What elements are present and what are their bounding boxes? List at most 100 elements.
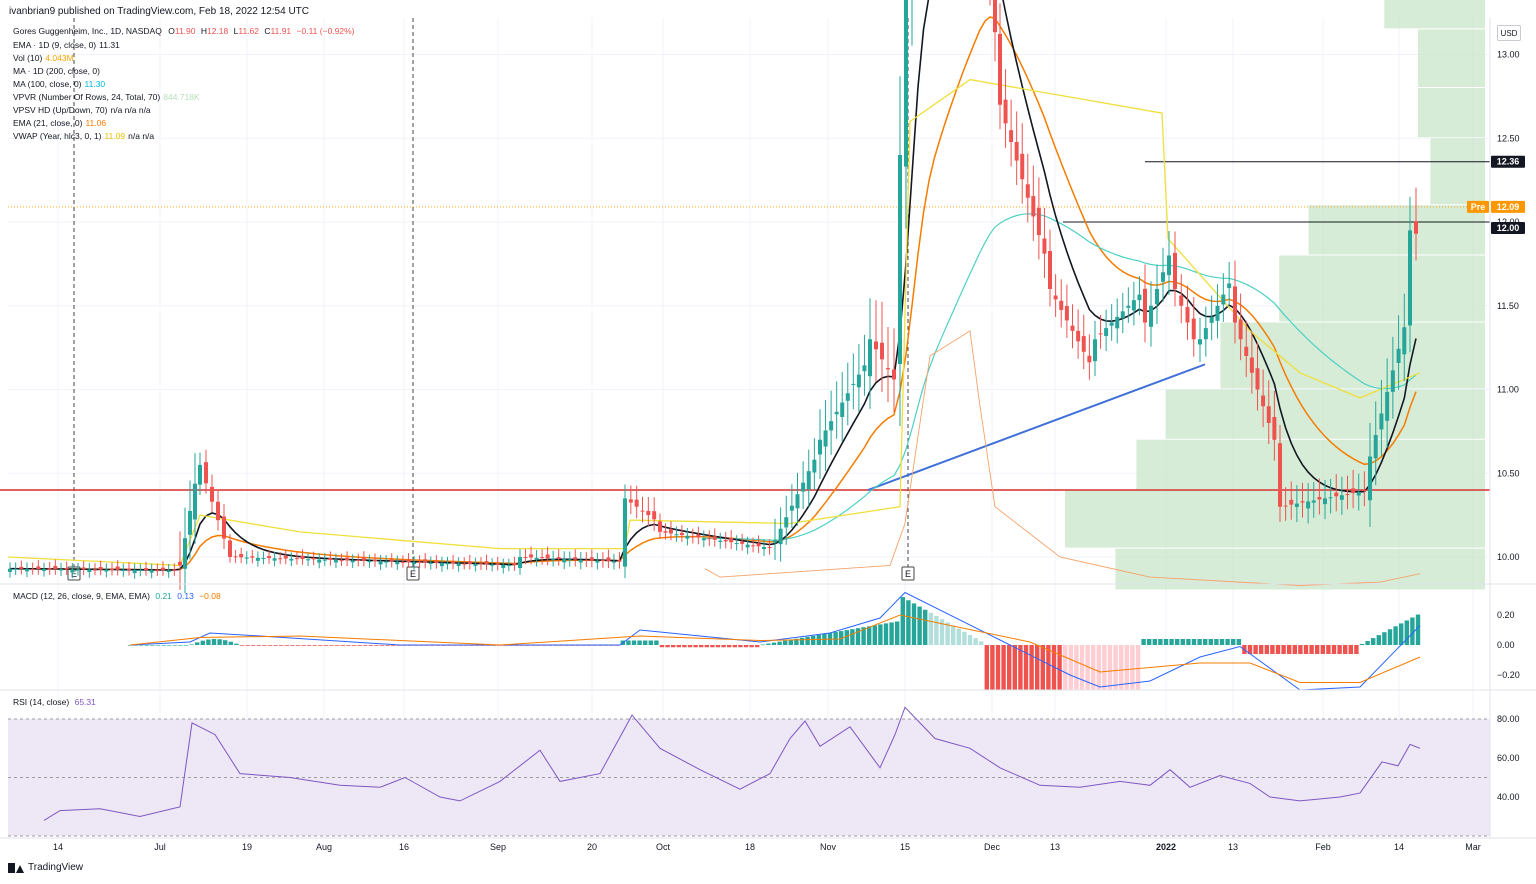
candle-body bbox=[880, 342, 884, 360]
candle-body bbox=[685, 535, 690, 539]
candle-body bbox=[423, 559, 428, 563]
macd-histogram-bar bbox=[1292, 645, 1297, 654]
macd-histogram-bar bbox=[329, 645, 334, 646]
macd-histogram-bar bbox=[1387, 629, 1393, 645]
candle-body bbox=[1408, 230, 1412, 326]
candle-body bbox=[845, 393, 850, 401]
candle-body bbox=[886, 368, 890, 370]
low-label: L bbox=[233, 26, 239, 36]
candle-body bbox=[484, 561, 489, 565]
candle-body bbox=[1009, 130, 1014, 142]
macd-histogram-bar bbox=[682, 645, 687, 648]
macd-histogram-bar bbox=[189, 644, 194, 645]
candle-body bbox=[1272, 416, 1277, 440]
macd-histogram-bar bbox=[1068, 645, 1073, 690]
candle-body bbox=[1215, 305, 1220, 321]
candle-body bbox=[278, 558, 283, 560]
candle-body bbox=[1249, 357, 1254, 373]
candle-body bbox=[1339, 495, 1344, 500]
macd-histogram-bar bbox=[872, 625, 877, 645]
candle-body bbox=[104, 569, 109, 572]
price-label-box bbox=[1491, 222, 1525, 234]
macd-histogram-bar bbox=[1264, 645, 1269, 654]
macd-histogram-bar bbox=[1029, 645, 1034, 690]
candle-body bbox=[294, 558, 299, 560]
macd-histogram-bar bbox=[127, 645, 133, 646]
candle-body bbox=[1109, 322, 1114, 326]
macd-histogram-bar bbox=[1018, 645, 1023, 690]
macd-histogram-bar bbox=[1046, 645, 1051, 690]
earnings-marker-box bbox=[406, 566, 420, 581]
macd-histogram-bar bbox=[1147, 639, 1152, 645]
candle-body bbox=[311, 557, 316, 560]
candle-body bbox=[1031, 196, 1036, 217]
legend-value-2: n/a n/a bbox=[128, 131, 155, 141]
candle-body bbox=[198, 464, 202, 485]
candle-body bbox=[584, 559, 589, 561]
macd-title: MACD (12, 26, close, 9, EMA, EMA) bbox=[13, 591, 150, 601]
macd-histogram-bar bbox=[1203, 639, 1208, 645]
vpvr-bar bbox=[1417, 29, 1485, 87]
price-label-text: 12.09 bbox=[1497, 202, 1520, 212]
candle-body bbox=[1294, 503, 1299, 508]
vwap-line bbox=[7, 78, 1421, 567]
macd-histogram-bar bbox=[150, 645, 155, 646]
legend-value: 11.06 bbox=[85, 118, 107, 128]
trendline bbox=[867, 363, 1206, 491]
candle-body bbox=[1185, 307, 1190, 323]
macd-histogram-bar bbox=[889, 622, 894, 645]
currency-button[interactable]: USD bbox=[1497, 25, 1521, 41]
candle-body bbox=[400, 561, 405, 563]
legend-ema9: EMA · 1D (9, close, 0) 11.31 bbox=[13, 40, 120, 50]
candle-body bbox=[1278, 443, 1282, 507]
candle-body bbox=[462, 563, 467, 565]
legend-value: 844.718K bbox=[163, 92, 200, 102]
macd-histogram-bar bbox=[139, 645, 144, 646]
candle-body bbox=[652, 511, 657, 520]
macd-pane bbox=[127, 591, 1421, 691]
candle-body bbox=[1126, 305, 1131, 308]
macd-histogram-bar bbox=[1404, 620, 1409, 645]
candle-body bbox=[1120, 311, 1125, 319]
macd-histogram-bar bbox=[951, 625, 956, 645]
macd-histogram-bar bbox=[1040, 645, 1045, 690]
rsi-tick-label: 80.00 bbox=[1497, 714, 1520, 724]
tradingview-logo[interactable]: TradingView bbox=[8, 862, 83, 873]
candle-body bbox=[634, 499, 639, 507]
candle-body bbox=[76, 569, 80, 571]
macd-histogram-bar bbox=[1365, 641, 1370, 645]
macd-histogram-bar bbox=[155, 645, 161, 646]
macd-histogram-bar bbox=[301, 645, 306, 646]
candle-body bbox=[244, 557, 249, 559]
candle-body bbox=[356, 559, 361, 561]
candle-body bbox=[707, 538, 712, 540]
macd-histogram-bar bbox=[1074, 645, 1079, 690]
candle-body bbox=[1283, 505, 1288, 507]
macd-histogram-bar bbox=[895, 621, 900, 645]
time-tick-label: 20 bbox=[587, 842, 597, 852]
candle-body bbox=[1048, 251, 1052, 289]
macd-histogram-bar bbox=[676, 645, 681, 648]
earnings-marker-label: E bbox=[410, 569, 416, 579]
candle-body bbox=[1233, 286, 1237, 323]
axes: 16.0015.5015.0014.5014.0013.5013.0012.50… bbox=[0, 18, 1536, 852]
candle-body bbox=[1104, 328, 1109, 337]
macd-histogram-bar bbox=[267, 645, 273, 646]
macd-histogram-bar bbox=[928, 612, 933, 645]
macd-histogram-bar bbox=[223, 640, 228, 645]
candle-body bbox=[729, 537, 734, 543]
candle-body bbox=[540, 557, 545, 559]
candle-body bbox=[1137, 294, 1142, 301]
candle-body bbox=[1042, 238, 1047, 254]
macd-histogram-bar bbox=[1393, 626, 1398, 645]
candle-body bbox=[19, 566, 24, 569]
macd-histogram-bar bbox=[1102, 645, 1107, 690]
time-tick-label: Nov bbox=[820, 842, 837, 852]
candle-body bbox=[161, 567, 165, 571]
candle-body bbox=[595, 560, 600, 563]
vpvr-bar bbox=[1136, 439, 1485, 489]
macd-histogram-bar bbox=[956, 628, 961, 645]
candle-body bbox=[606, 557, 611, 562]
legend-label: VPVR (Number Of Rows, 24, Total, 70) bbox=[13, 92, 161, 102]
macd-histogram-bar bbox=[626, 640, 631, 645]
